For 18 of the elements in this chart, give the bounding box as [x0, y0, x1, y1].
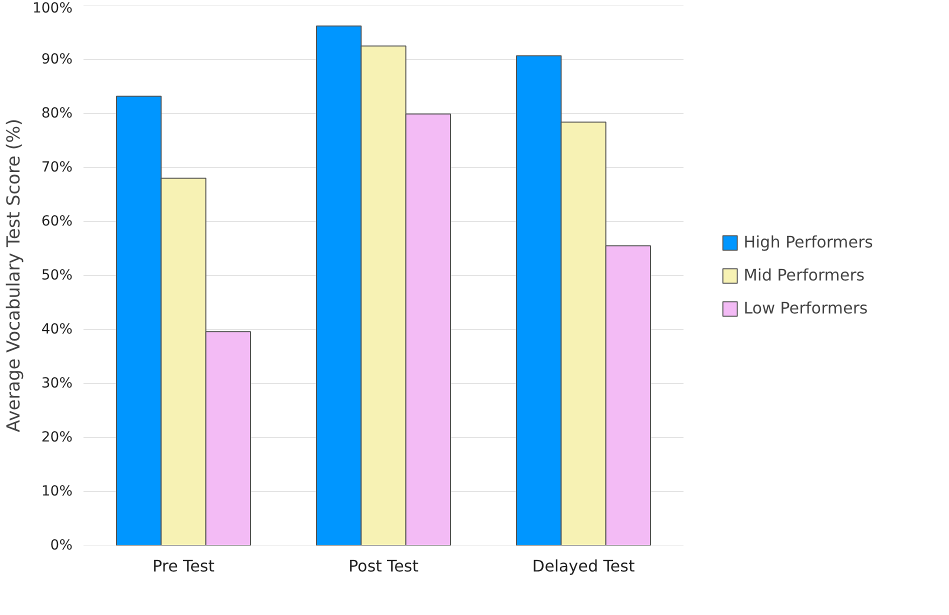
legend-label: Mid Performers — [744, 266, 865, 284]
y-tick-label: 50% — [41, 268, 73, 284]
y-axis-title: Average Vocabulary Test Score (%) — [3, 118, 24, 432]
y-tick-label: 10% — [41, 484, 73, 500]
y-tick-label: 100% — [32, 0, 73, 16]
y-tick-label: 80% — [41, 106, 73, 122]
legend-label: Low Performers — [744, 298, 868, 318]
legend-label: High Performers — [744, 232, 873, 252]
y-tick-label: 70% — [41, 160, 73, 176]
y-tick-label: 0% — [50, 538, 73, 554]
y-tick-label: 60% — [41, 214, 73, 230]
x-tick-label: Pre Test — [152, 556, 215, 576]
y-tick-label: 20% — [41, 430, 73, 446]
y-tick-label: 30% — [41, 376, 73, 392]
y-tick-label: 40% — [41, 322, 73, 338]
y-tick-label: 90% — [41, 52, 73, 68]
x-tick-label: Post Test — [348, 556, 419, 576]
x-tick-label: Delayed Test — [532, 556, 635, 576]
